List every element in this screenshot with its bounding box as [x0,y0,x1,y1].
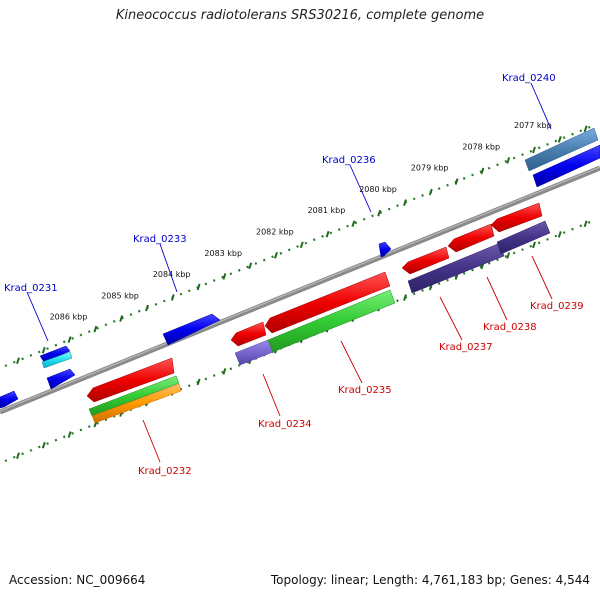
cds-feature[interactable] [91,383,182,424]
gene-arrow[interactable] [162,313,221,346]
gene-label[interactable]: Krad_0240 [502,73,556,84]
map-title: Kineococcus radiotolerans SRS30216, comp… [115,8,485,23]
scale-tick [532,241,536,249]
kbp-tick-label: 2080 kbp [359,185,397,194]
gene-arrow[interactable] [532,144,600,188]
scale-tick [403,294,407,301]
gene-Krad_0234[interactable] [230,321,274,366]
scale-tick [145,304,149,312]
scale-tick [16,452,20,460]
gene-Krad_0238[interactable] [447,223,495,253]
gene-Krad_0237[interactable] [401,246,450,275]
gene-arrow[interactable] [230,321,267,347]
gene-arrow[interactable] [378,241,392,258]
scale-tick [170,294,175,301]
label-leaders [26,82,553,463]
gene-arrow[interactable] [86,357,175,403]
cds-feature[interactable] [407,242,505,294]
scale-tick [480,167,485,175]
scale-tick [428,188,433,196]
cds-feature[interactable] [41,351,73,369]
scale-tick [583,125,588,133]
kbp-tick-label: 2077 kbp [514,121,552,130]
kbp-tick-label: 2081 kbp [308,206,346,215]
scale-tick [299,241,304,249]
scale-tick [506,252,511,259]
scale-tick [506,157,511,164]
accession-text: Accession: NC_009664 [9,573,146,587]
gene-label[interactable]: Krad_0237 [439,342,493,353]
scale-tick [583,220,588,228]
scale-tick [41,441,46,449]
scale-tick [351,220,356,228]
scale-tick [93,325,98,333]
gene-label[interactable]: Krad_0235 [338,385,392,396]
scale-tick [454,178,459,185]
scale-tick [67,336,72,343]
gene-arrow[interactable] [490,202,543,233]
gene-arrow[interactable] [46,368,76,390]
gene-label[interactable]: Krad_0238 [483,322,537,333]
scale-tick [222,368,227,375]
gene-arrow[interactable] [264,271,391,334]
cds-feature[interactable] [267,289,396,353]
gene-Krad_0239[interactable] [490,202,551,255]
gene-label[interactable]: Krad_0236 [322,155,376,166]
scale-tick [532,146,536,154]
gene-label[interactable]: Krad_0233 [133,234,187,245]
scale-tick [274,251,278,259]
kbp-tick-label: 2078 kbp [462,142,500,151]
scale-tick [41,346,46,354]
gene-arrow[interactable] [447,223,495,253]
gene-arrow[interactable] [401,246,450,275]
genome-backbone-highlight [0,166,600,412]
scale-tick [222,273,227,280]
gene-label[interactable]: Krad_0234 [258,419,312,430]
upper-scale-track [4,123,596,368]
topology-summary: Topology: linear; Length: 4,761,183 bp; … [270,573,590,587]
gene-label[interactable]: Krad_0231 [4,283,58,294]
kbp-tick-label: 2083 kbp [204,249,242,258]
gene-Krad_0231[interactable] [39,345,76,390]
kbp-tick-label: 2079 kbp [411,164,449,173]
scale-tick [557,231,562,238]
gene-Krad_0236[interactable] [378,241,392,258]
gene-arrow[interactable] [39,345,71,363]
kbp-tick-label: 2085 kbp [101,291,139,300]
gene-label[interactable]: Krad_0232 [138,466,192,477]
scale-tick [248,262,253,270]
scale-tick [325,230,330,238]
scale-tick [16,357,20,365]
scale-tick [557,136,562,143]
gene-Krad_0233[interactable] [162,313,221,346]
scale-tick [377,209,382,217]
gene-Krad_0240[interactable] [524,127,600,188]
gene-arrow[interactable] [0,390,19,409]
scale-tick [119,315,124,322]
scale-tick [196,283,201,291]
genome-backbone [0,165,600,415]
kbp-tick-label: 2086 kbp [50,313,88,322]
scale-tick [403,199,407,206]
lower-scale-track [4,218,596,463]
gene-Krad_0235[interactable] [264,271,396,353]
kbp-tick-label: 2084 kbp [153,270,191,279]
cds-feature[interactable] [496,220,551,255]
gene-Krad_0232[interactable] [86,357,182,424]
scale-tick [196,378,201,386]
cds-feature[interactable] [88,375,180,417]
gene-label[interactable]: Krad_0239 [530,301,584,312]
scale-tick [67,431,72,438]
cds-feature[interactable] [524,127,599,172]
kbp-tick-label: 2082 kbp [256,228,294,237]
